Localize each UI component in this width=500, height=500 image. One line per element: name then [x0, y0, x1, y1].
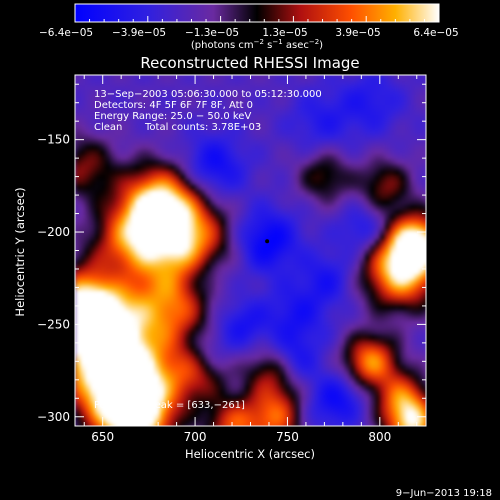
peak-marker: [265, 239, 270, 244]
annotation-method: Clean: [94, 122, 122, 133]
y-tick-label: −150: [37, 133, 70, 147]
x-tick-label: 800: [368, 430, 391, 444]
colorbar-units: (photons cm−2 s−1 asec−2): [191, 38, 323, 51]
colorbar-tick-label: 6.4e−05: [413, 27, 458, 39]
colorbar-tick-label: −3.9e−05: [112, 27, 166, 39]
annotation-peak: Position of Peak = [633,−261]: [94, 400, 245, 411]
footer-date: 9−Jun−2013 19:18: [396, 488, 492, 499]
colorbar-tick-label: −6.4e−05: [39, 27, 93, 39]
heatmap-image: [75, 75, 426, 426]
y-axis-label: Heliocentric Y (arcsec): [13, 187, 27, 316]
x-tick-label: 650: [91, 430, 114, 444]
x-tick-label: 750: [276, 430, 299, 444]
x-axis-label: Heliocentric X (arcsec): [185, 447, 315, 461]
colorbar-tick-label: 1.3e−05: [262, 27, 307, 39]
y-tick-label: −300: [37, 410, 70, 424]
y-tick-label: −250: [37, 317, 70, 331]
chart-title: Reconstructed RHESSI Image: [140, 54, 359, 72]
colorbar-tick-label: 3.9e−05: [335, 27, 380, 39]
y-tick-label: −200: [37, 225, 70, 239]
annotation-time-range: 13−Sep−2003 05:06:30.000 to 05:12:30.000: [94, 89, 322, 100]
axis-ticks: [75, 75, 426, 426]
x-tick-label: 700: [184, 430, 207, 444]
colorbar-tick-label: −1.3e−05: [185, 27, 239, 39]
annotation-detectors: Detectors: 4F 5F 6F 7F 8F, Att 0: [94, 100, 253, 111]
colorbar-ticks: [74, 16, 440, 22]
annotation-energy: Energy Range: 25.0 − 50.0 keV: [94, 111, 251, 122]
colorbar: [74, 3, 440, 23]
annotation-counts: Total counts: 3.78E+03: [144, 122, 261, 133]
